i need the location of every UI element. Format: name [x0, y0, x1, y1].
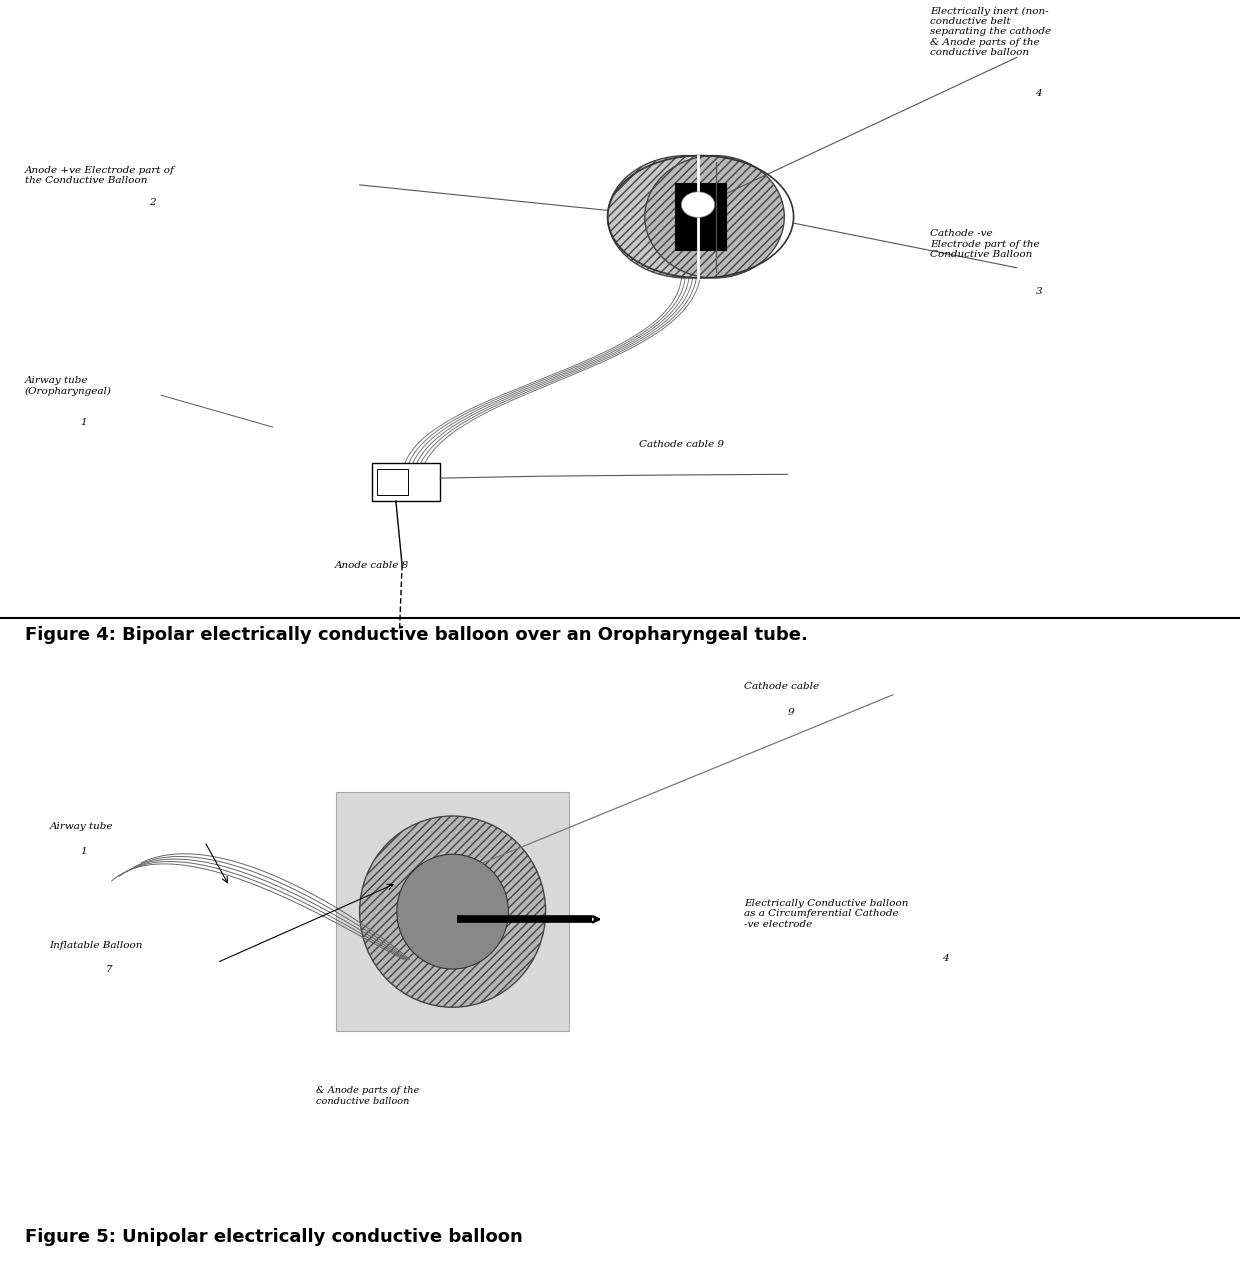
Text: Cathode cable 9: Cathode cable 9	[639, 440, 724, 449]
Ellipse shape	[360, 816, 546, 1007]
Text: Inflatable Balloon: Inflatable Balloon	[50, 941, 143, 950]
Text: Figure 4: Bipolar electrically conductive balloon over an Oropharyngeal tube.: Figure 4: Bipolar electrically conductiv…	[25, 626, 807, 644]
Text: Airway tube
(Oropharyngeal): Airway tube (Oropharyngeal)	[25, 376, 112, 395]
Text: 1: 1	[81, 418, 87, 427]
Text: 2: 2	[149, 198, 155, 207]
Ellipse shape	[682, 191, 714, 218]
Bar	[675, 184, 727, 250]
Text: 3: 3	[1035, 287, 1042, 296]
Text: Cathode cable: Cathode cable	[744, 682, 820, 691]
Ellipse shape	[645, 156, 785, 278]
Text: 4: 4	[942, 954, 949, 963]
Bar	[336, 792, 569, 1031]
Ellipse shape	[397, 854, 508, 969]
Text: 4: 4	[1035, 89, 1042, 98]
Bar	[372, 463, 440, 501]
Ellipse shape	[608, 156, 765, 278]
Text: Electrically Conductive balloon
as a Circumferential Cathode
-ve electrode: Electrically Conductive balloon as a Cir…	[744, 899, 909, 928]
Text: Cathode -ve
Electrode part of the
Conductive Balloon: Cathode -ve Electrode part of the Conduc…	[930, 230, 1039, 259]
Text: Figure 5: Unipolar electrically conductive balloon: Figure 5: Unipolar electrically conducti…	[25, 1228, 522, 1246]
Text: 7: 7	[105, 965, 112, 974]
Text: Anode cable 8: Anode cable 8	[335, 561, 409, 570]
Text: 1: 1	[81, 847, 87, 856]
Bar	[377, 469, 408, 495]
Text: 9: 9	[787, 708, 794, 717]
Text: Airway tube: Airway tube	[50, 822, 113, 831]
Text: & Anode parts of the
conductive balloon: & Anode parts of the conductive balloon	[316, 1086, 419, 1105]
Text: Electrically inert (non-
conductive belt
separating the cathode
& Anode parts of: Electrically inert (non- conductive belt…	[930, 6, 1052, 57]
Text: Anode +ve Electrode part of
the Conductive Balloon: Anode +ve Electrode part of the Conducti…	[25, 166, 175, 185]
